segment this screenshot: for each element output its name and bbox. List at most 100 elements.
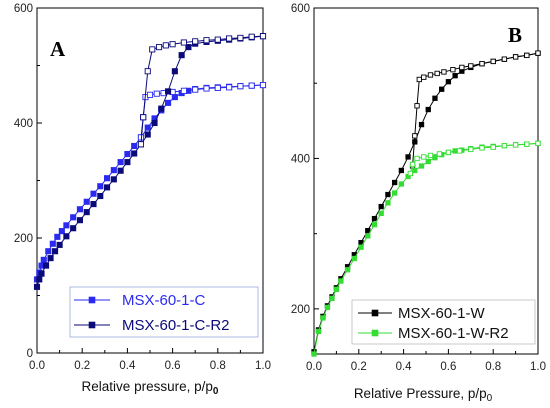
panel-b-series-1-adsorption-point	[333, 286, 340, 292]
panel-a-series-0-desorption-point	[192, 86, 199, 93]
panel-b-xtick-label: 0.4	[396, 361, 413, 373]
panel-a-series-1-desorption-point	[248, 33, 255, 40]
panel-a-series-0-desorption-point	[226, 84, 233, 91]
panel-a-series-0-desorption-point	[180, 87, 187, 94]
panel-a-series-1-adsorption-point	[47, 255, 54, 262]
panel-b-series-1-desorption-point	[414, 155, 420, 162]
panel-a-series-0-adsorption-point	[40, 256, 47, 263]
panel-a-series-0-adsorption-point	[165, 99, 172, 106]
panel-b-series-1-desorption-point	[501, 142, 508, 149]
panel-b-series-1-desorption-point	[456, 148, 463, 154]
panel-b-series-1-desorption-point	[468, 146, 474, 153]
panel-b-series-0-desorption-point	[434, 70, 440, 77]
panel-a-series-1-desorption-line	[140, 35, 264, 145]
panel-a-series-0-adsorption-point	[49, 240, 56, 247]
panel-a-series-0-adsorption-point	[54, 233, 61, 240]
panel-a-series-0-desorption-point	[214, 84, 221, 91]
panel-a-legend-label-0: MSX-60-1-C	[122, 292, 206, 309]
panel-b-series-1-adsorption-point	[358, 244, 364, 250]
panel-a-series-1-adsorption-point	[104, 184, 111, 191]
panel-b-series-0-adsorption-point	[365, 227, 371, 234]
panel-a-series-1-adsorption-point	[83, 209, 90, 216]
panel-b-series-0-desorption-point	[412, 133, 418, 139]
panel-b-series-1-adsorption-point	[391, 190, 398, 196]
panel-a-series-1-adsorption-point	[178, 52, 185, 59]
panel-a-series-1-adsorption-point	[144, 131, 151, 138]
panel-b-xlabel: Relative Pressure, p/p0	[354, 386, 493, 404]
panel-b-series-0-desorption-point	[490, 58, 496, 65]
panel-a-series-0-adsorption-point	[171, 94, 178, 101]
panel-a-series-1-adsorption-point	[38, 270, 45, 277]
panel-a-legend: MSX-60-1-C MSX-60-1-C-R2	[69, 286, 259, 338]
panel-a-series-1-adsorption-point	[63, 233, 70, 240]
panel-a-series-1-desorption-point	[226, 35, 233, 42]
panel-a-series-1-desorption-point	[155, 44, 163, 51]
panel-a-series-0-adsorption-point	[63, 222, 70, 229]
panel-b-series-1-desorption-point	[524, 141, 530, 147]
panel-a-series-1-adsorption-point	[90, 201, 97, 208]
panel-a: A 0.0 0.2 0.4 0.6 0.8 1.0 0 200 400 600 MSX-60-1-…	[14, 3, 271, 397]
panel-a-series-1-adsorption-point	[42, 262, 50, 269]
panel-a-series-1-adsorption-point	[124, 159, 131, 166]
panel-a-ticks: 0.0 0.2 0.4 0.6 0.8 1.0 0 200 400 600	[14, 3, 271, 372]
panel-b-label: B	[508, 23, 522, 47]
panel-b-series-1-desorption-point	[427, 152, 434, 159]
panel-a-series-1-desorption-point	[162, 42, 169, 49]
panel-b-legend-label-1: MSX-60-1-W-R2	[398, 325, 509, 342]
panel-b-legend-label-0: MSX-60-1-W	[398, 305, 486, 322]
panel-a-legend-label-1: MSX-60-1-C-R2	[122, 317, 230, 334]
panel-a-series-0-desorption-point	[203, 85, 210, 92]
panel-a-series-0-desorption-point	[153, 90, 160, 97]
panel-b-series-1-adsorption-point	[365, 233, 371, 239]
panel-a-series-1-adsorption-point	[171, 68, 178, 75]
panel-b-series-0-adsorption-point	[418, 121, 425, 128]
panel-a-series-0-adsorption-point	[104, 175, 111, 182]
panel-a-series-1-desorption-point	[237, 34, 244, 41]
panel-b-series-1-adsorption-point	[398, 181, 405, 187]
panel-b-xtick-label: 0.8	[485, 361, 501, 373]
panel-a-series-1-adsorption-point	[165, 88, 172, 95]
panel-b-series-1-adsorption-point	[378, 210, 384, 216]
panel-b-series-0-desorption-point	[524, 52, 530, 59]
panel-a-xlabel-sub: 0	[213, 386, 219, 397]
panel-a-series-0-adsorption-point	[131, 142, 138, 150]
panel-a-series-0-adsorption-point	[58, 228, 65, 235]
panel-b-series-1-desorption-point	[490, 144, 496, 150]
panel-a-series-1-adsorption-point	[151, 119, 158, 127]
panel-a-series-0-adsorption-point	[144, 124, 151, 131]
panel-b-xtick-label: 0.2	[351, 361, 367, 373]
panel-b-ytick-label: 200	[291, 304, 310, 316]
panel-b-series-0-desorption-point	[450, 67, 456, 73]
panel-b-series-0-adsorption-point	[432, 95, 438, 101]
panel-b-series-0-adsorption-point	[371, 215, 378, 222]
panel-b-series-1-adsorption-point	[324, 304, 331, 311]
panel-b-series-1-desorption-point	[421, 154, 427, 160]
panel-b-legend: MSX-60-1-W MSX-60-1-W-R2	[351, 299, 536, 345]
panel-a-legend-marker-0	[88, 296, 96, 304]
panel-b-series-1-adsorption-point	[315, 328, 322, 335]
panel-b-ytick-label: 400	[291, 153, 310, 165]
panel-a-ytick-label: 400	[14, 118, 33, 130]
panel-b-series-0-adsorption-point	[405, 154, 411, 160]
panel-a-series-1-adsorption-point	[70, 225, 77, 232]
panel-a-series-1-adsorption-point	[110, 176, 117, 183]
panel-a-series-0-desorption-point	[259, 81, 267, 89]
panel-b-xlabel-main: Relative Pressure, p/p	[354, 386, 487, 401]
panel-a-xlabel-main: Relative pressure, p/p	[82, 379, 213, 394]
panel-b-series-0-desorption-point	[441, 69, 447, 75]
panel-a-xtick-label: 0.0	[29, 360, 45, 372]
panel-b-series-1-adsorption-point	[351, 255, 357, 262]
panel-b-series-1-desorption-point	[512, 142, 519, 148]
panel-b-series-1-adsorption-point	[425, 158, 431, 165]
panel-b-series-1-adsorption-point	[371, 221, 378, 228]
panel-b-series-1-desorption-point	[409, 161, 416, 168]
panel-a-series-1-desorption-point	[149, 46, 156, 53]
panel-a-series-0-adsorption-point	[124, 150, 131, 158]
panel-a-series-0-adsorption-line	[36, 84, 264, 280]
panel-b-series-1-adsorption-point	[320, 315, 326, 321]
panel-a-series-0-adsorption-point	[76, 206, 83, 213]
panel-b-series-1-adsorption-point	[412, 167, 418, 174]
panel-b-series-0-desorption-point	[479, 61, 485, 67]
panel-a-series-1-adsorption-point	[131, 150, 138, 157]
panel-a-xtick-label: 0.4	[119, 360, 136, 372]
